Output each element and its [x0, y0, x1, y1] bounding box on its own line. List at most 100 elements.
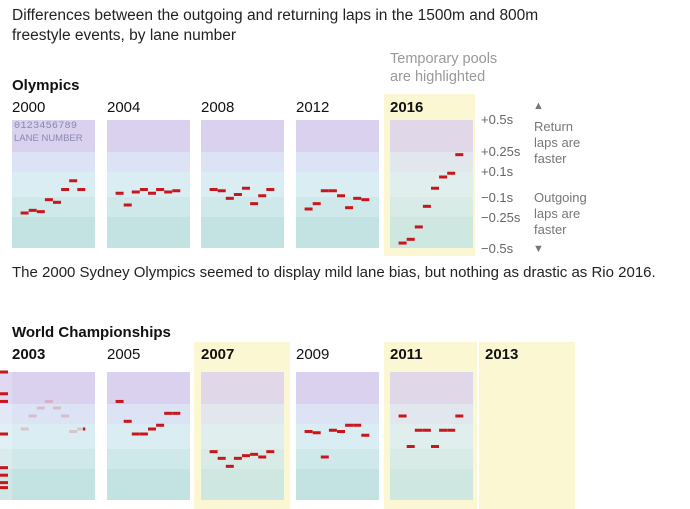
band-2009-0	[296, 372, 379, 404]
tick-minus-0-25: −0.25s	[481, 210, 521, 225]
bar-2008-lane-6	[250, 202, 259, 206]
bar-2009-lane-6	[345, 423, 354, 427]
band-2000-4	[12, 217, 95, 248]
bar-2013-lane-4	[0, 466, 8, 470]
bar-2011-lane-8	[455, 414, 464, 418]
bar-2016-lane-2	[406, 237, 415, 241]
band-2011-4	[390, 469, 473, 500]
band-2013-2	[0, 424, 83, 449]
band-2013-4	[0, 469, 83, 500]
band-2012-3	[296, 197, 379, 217]
year-label-2016: 2016	[390, 99, 424, 116]
band-2000-1	[12, 152, 95, 172]
band-2005-0	[107, 372, 190, 404]
band-2004-0	[107, 120, 190, 152]
year-label-2005: 2005	[107, 346, 141, 363]
band-2011-0	[390, 372, 473, 404]
band-2008-1	[201, 152, 284, 172]
band-2007-4	[201, 469, 284, 500]
bar-2008-lane-3	[225, 196, 234, 200]
band-2000-3	[12, 197, 95, 217]
bar-2000-lane-7	[69, 179, 78, 183]
band-2007-0	[201, 372, 284, 404]
bar-2016-lane-7	[447, 171, 456, 175]
band-2016-1	[390, 152, 473, 172]
bar-2005-lane-3	[131, 432, 140, 436]
bar-2011-lane-3	[414, 428, 423, 432]
bar-2011-lane-2	[406, 445, 415, 448]
bar-2000-lane-2	[28, 208, 37, 212]
bar-2009-lane-5	[337, 430, 345, 433]
band-2000-0	[12, 120, 95, 152]
band-2004-1	[107, 152, 190, 172]
bar-2012-lane-6	[345, 206, 354, 210]
band-2011-3	[390, 449, 473, 469]
bar-2008-lane-4	[233, 193, 242, 196]
bar-2004-lane-7	[164, 190, 173, 194]
bar-2013-lane-6	[0, 399, 8, 403]
bar-2009-lane-3	[320, 455, 329, 459]
bar-2007-lane-2	[217, 456, 226, 460]
bar-2007-lane-7	[258, 455, 267, 459]
panel-2004	[107, 120, 190, 248]
bar-2011-lane-5	[431, 445, 439, 448]
panel-2000	[12, 120, 95, 248]
panel-2011	[390, 372, 473, 500]
lane-number-label: LANE NUMBER	[14, 133, 83, 144]
band-2000-2	[12, 172, 95, 197]
bar-2005-lane-6	[156, 423, 165, 427]
band-2009-1	[296, 404, 379, 424]
up-arrow-icon: ▲	[533, 100, 544, 112]
bar-2009-lane-7	[353, 423, 362, 427]
band-2012-0	[296, 120, 379, 152]
chart-title: Differences between the outgoing and ret…	[12, 7, 539, 44]
bar-2000-lane-5	[53, 200, 61, 204]
lane-digits: 0123456789	[14, 121, 78, 132]
year-label-2000: 2000	[12, 99, 46, 116]
band-2013-1	[0, 404, 83, 424]
band-2008-2	[201, 172, 284, 197]
band-2007-2	[201, 424, 284, 449]
bar-2013-lane-2	[0, 481, 8, 485]
bar-2007-lane-3	[225, 464, 234, 468]
bar-2011-lane-1	[398, 414, 407, 418]
year-label-2009: 2009	[296, 346, 330, 363]
bar-2005-lane-2	[123, 419, 132, 423]
year-label-2012: 2012	[296, 99, 330, 116]
band-2004-3	[107, 197, 190, 217]
bar-2005-lane-8	[172, 411, 181, 415]
year-label-2003: 2003	[12, 346, 46, 363]
band-2005-1	[107, 404, 190, 424]
bar-2000-lane-4	[44, 198, 53, 202]
bar-2008-lane-1	[209, 188, 218, 191]
return-faster-note: Return laps are faster	[534, 119, 581, 166]
bar-2007-lane-4	[233, 456, 242, 460]
bar-2004-lane-2	[123, 203, 132, 207]
caption: The 2000 Sydney Olympics seemed to displ…	[12, 264, 656, 281]
bar-2012-lane-8	[361, 198, 370, 202]
bar-2016-lane-5	[431, 186, 439, 190]
bar-2011-lane-7	[447, 428, 456, 432]
bar-2009-lane-2	[312, 431, 321, 435]
bar-2008-lane-2	[217, 189, 226, 193]
bar-2005-lane-4	[139, 432, 148, 436]
bar-2012-lane-3	[320, 189, 329, 193]
band-2012-2	[296, 172, 379, 197]
bar-2013-lane-5	[0, 432, 8, 436]
tick-minus-0-1: −0.1s	[481, 190, 514, 205]
band-2011-1	[390, 404, 473, 424]
tick-plus-0-5: +0.5s	[481, 112, 514, 127]
bar-2013-lane-3	[0, 486, 8, 490]
bar-2009-lane-4	[328, 428, 337, 432]
year-label-2004: 2004	[107, 99, 141, 116]
band-2012-1	[296, 152, 379, 172]
bar-2012-lane-2	[312, 202, 321, 206]
bar-2005-lane-5	[148, 427, 156, 431]
bar-2012-lane-5	[337, 194, 345, 198]
year-label-2011: 2011	[390, 346, 423, 363]
bar-2016-lane-3	[414, 225, 423, 229]
bar-2007-lane-8	[266, 450, 275, 454]
panel-2008	[201, 120, 284, 248]
bar-2012-lane-4	[328, 189, 337, 193]
